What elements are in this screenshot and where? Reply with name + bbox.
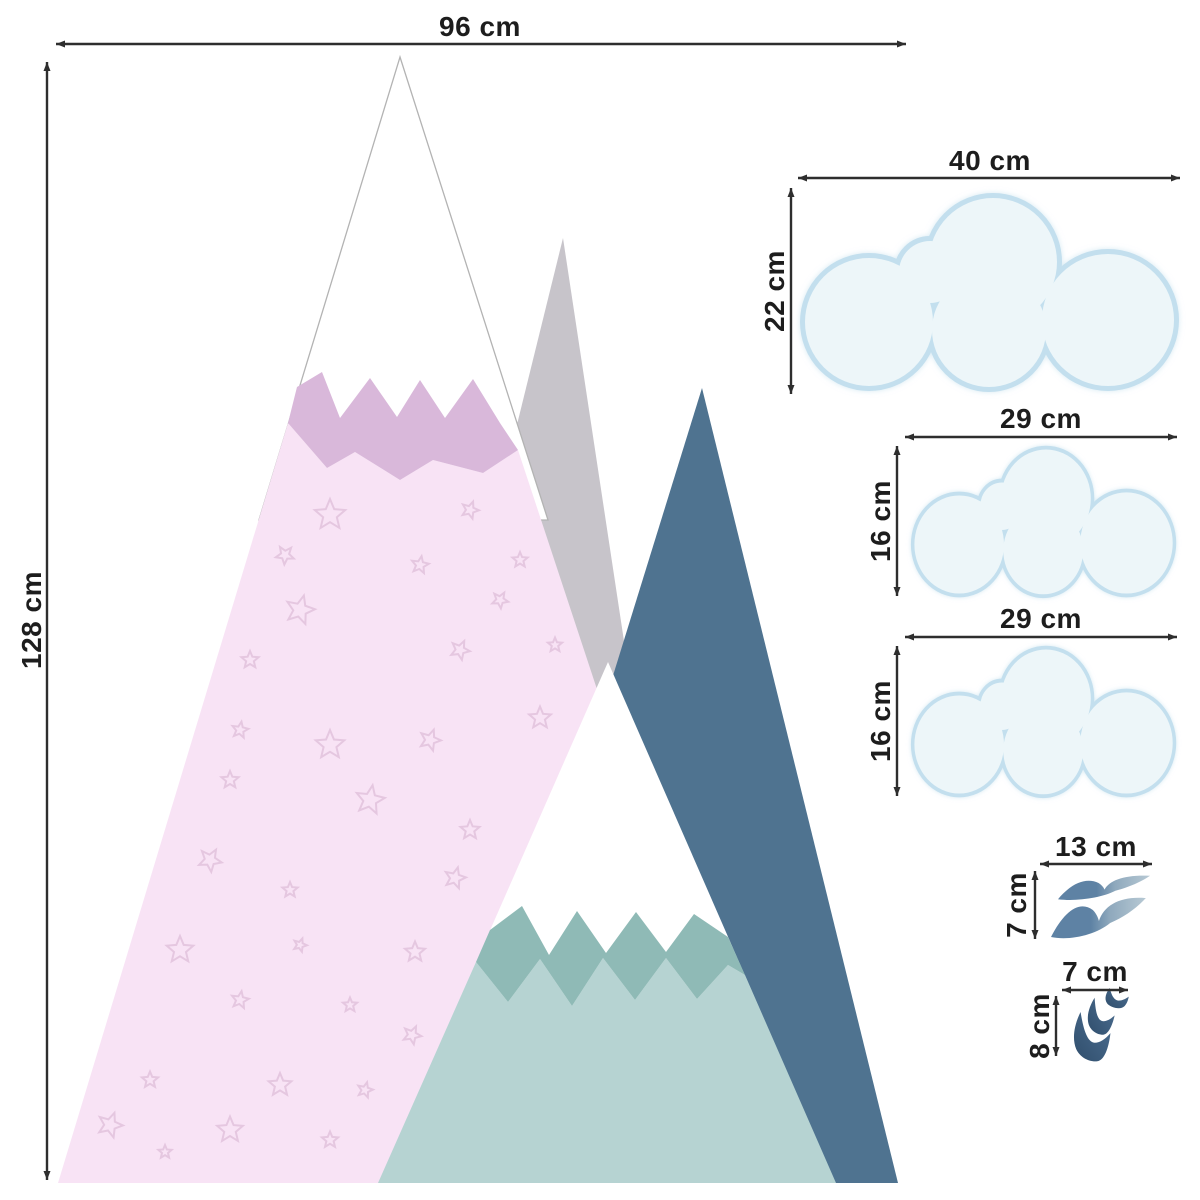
- teal-mountain: [378, 662, 836, 1183]
- dimension-label: 8 cm: [1024, 993, 1055, 1059]
- dimension-label: 29 cm: [1000, 403, 1082, 434]
- cloud-large: [805, 198, 1174, 387]
- dimension-label: 29 cm: [1000, 603, 1082, 634]
- bird-pair: [1051, 875, 1151, 939]
- dimension-label: 16 cm: [865, 680, 896, 762]
- dimension-label: 128 cm: [16, 571, 47, 669]
- cloud-small: [914, 650, 1172, 795]
- dimension-label: 7 cm: [1062, 956, 1128, 987]
- dim-mountains-width: 96 cm: [56, 11, 906, 48]
- dimension-label: 16 cm: [865, 480, 896, 562]
- pink-snow-zigzag: [288, 372, 518, 480]
- gull-bird-upper: [1058, 875, 1151, 900]
- cloud-medium: [914, 450, 1172, 595]
- gull-bird-lower: [1051, 897, 1146, 939]
- dimension-label: 13 cm: [1055, 831, 1137, 862]
- dim-birds-trio-height: 8 cm: [1024, 993, 1060, 1059]
- dim-cloud-small-height: 16 cm: [865, 646, 901, 796]
- dim-cloud-medium-height: 16 cm: [865, 446, 901, 596]
- teal-mountain-body: [378, 958, 836, 1183]
- dimension-label: 22 cm: [759, 250, 790, 332]
- dimension-label: 7 cm: [1001, 872, 1032, 938]
- dimension-label: 40 cm: [949, 145, 1031, 176]
- dim-birds-pair-width: 13 cm: [1040, 831, 1152, 868]
- dim-birds-trio-width: 7 cm: [1062, 956, 1128, 994]
- dim-cloud-large-width: 40 cm: [798, 145, 1180, 182]
- dim-mountains-height: 128 cm: [16, 62, 51, 1180]
- dim-birds-pair-height: 7 cm: [1001, 871, 1039, 939]
- bird-trio: [1073, 988, 1129, 1062]
- dim-cloud-large-height: 22 cm: [759, 188, 795, 394]
- teal-snow-zigzag: [476, 906, 745, 1006]
- dim-cloud-small-width: 29 cm: [905, 603, 1177, 641]
- dimension-label: 96 cm: [439, 11, 521, 42]
- dim-cloud-medium-width: 29 cm: [905, 403, 1177, 441]
